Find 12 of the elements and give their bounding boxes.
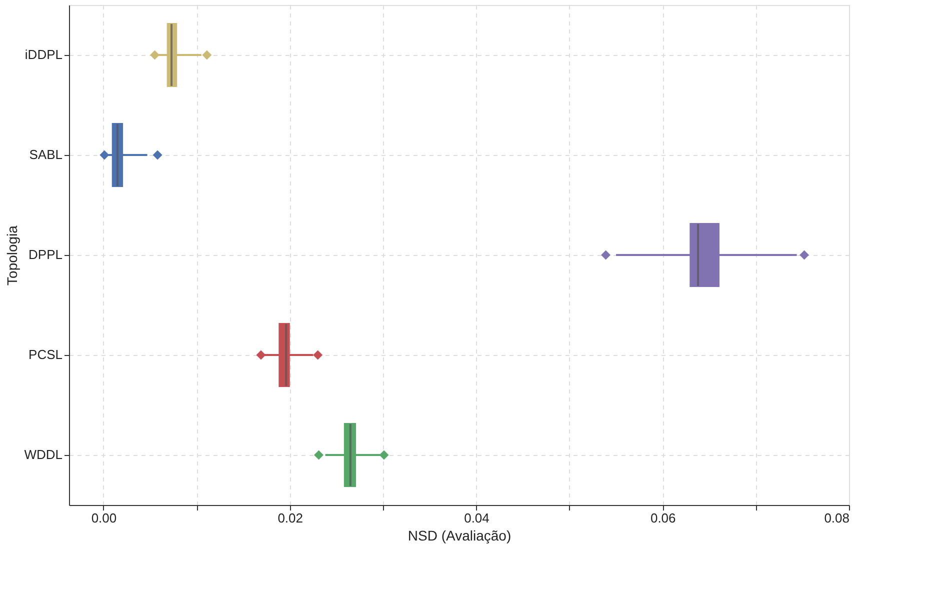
x-tick-label: 0.04	[464, 510, 490, 526]
y-tick-label: DPPL	[28, 247, 62, 262]
x-tick-label: 0.00	[91, 510, 117, 526]
y-tick-label: WDDL	[24, 447, 62, 462]
y-tick-label: iDDPL	[24, 47, 62, 62]
x-tick-label: 0.02	[278, 510, 304, 526]
x-tick-label: 0.06	[650, 510, 676, 526]
y-tick-label: PCSL	[28, 347, 62, 362]
x-tick-label: 0.08	[824, 510, 850, 526]
y-axis-title: Topologia	[4, 225, 20, 286]
x-axis-title: NSD (Avaliação)	[408, 528, 512, 544]
y-tick-label: SABL	[29, 147, 62, 162]
